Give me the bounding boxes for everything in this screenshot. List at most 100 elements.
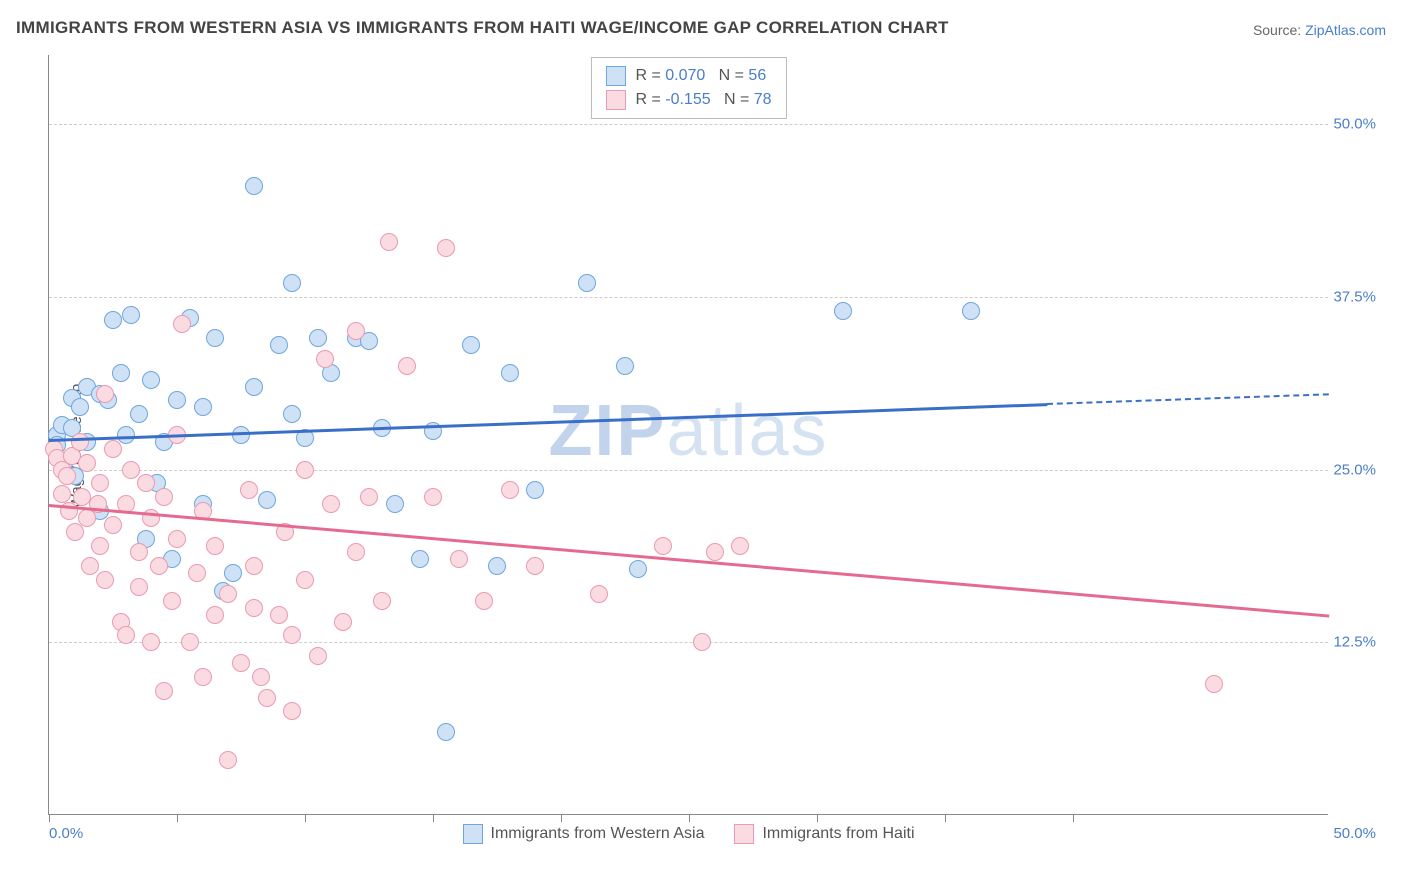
data-point — [96, 385, 114, 403]
data-point — [283, 702, 301, 720]
data-point — [194, 668, 212, 686]
legend-item: Immigrants from Haiti — [734, 824, 914, 844]
plot-area: ZIPatlas 12.5%25.0%37.5%50.0%0.0%50.0%R … — [48, 55, 1328, 815]
y-tick-label: 25.0% — [1333, 461, 1376, 478]
data-point — [731, 537, 749, 555]
legend-label: Immigrants from Haiti — [762, 825, 914, 843]
data-point — [150, 557, 168, 575]
data-point — [411, 550, 429, 568]
legend-swatch — [462, 824, 482, 844]
data-point — [475, 592, 493, 610]
gridline — [49, 470, 1328, 471]
data-point — [654, 537, 672, 555]
x-tick — [305, 814, 306, 822]
gridline — [49, 642, 1328, 643]
data-point — [224, 564, 242, 582]
data-point — [322, 495, 340, 513]
data-point — [142, 371, 160, 389]
data-point — [232, 654, 250, 672]
data-point — [245, 378, 263, 396]
data-point — [130, 405, 148, 423]
data-point — [283, 274, 301, 292]
watermark: ZIPatlas — [548, 389, 828, 471]
x-tick — [177, 814, 178, 822]
data-point — [163, 592, 181, 610]
gridline — [49, 124, 1328, 125]
chart-container: ZIPatlas 12.5%25.0%37.5%50.0%0.0%50.0%R … — [48, 55, 1378, 845]
data-point — [219, 751, 237, 769]
stats-row: R = -0.155 N = 78 — [605, 88, 771, 112]
data-point — [206, 329, 224, 347]
data-point — [380, 233, 398, 251]
data-point — [309, 647, 327, 665]
bottom-legend: Immigrants from Western AsiaImmigrants f… — [462, 824, 914, 844]
watermark-rest: atlas — [666, 390, 828, 470]
data-point — [168, 391, 186, 409]
data-point — [137, 474, 155, 492]
x-tick — [817, 814, 818, 822]
data-point — [1205, 675, 1223, 693]
source-label: Source: ZipAtlas.com — [1253, 22, 1386, 38]
data-point — [270, 336, 288, 354]
data-point — [360, 488, 378, 506]
data-point — [334, 613, 352, 631]
data-point — [91, 537, 109, 555]
data-point — [252, 668, 270, 686]
data-point — [590, 585, 608, 603]
data-point — [122, 306, 140, 324]
data-point — [245, 177, 263, 195]
data-point — [258, 689, 276, 707]
data-point — [245, 599, 263, 617]
data-point — [834, 302, 852, 320]
stats-legend: R = 0.070 N = 56 R = -0.155 N = 78 — [590, 57, 786, 119]
data-point — [488, 557, 506, 575]
source-prefix: Source: — [1253, 22, 1305, 38]
data-point — [245, 557, 263, 575]
source-value: ZipAtlas.com — [1305, 22, 1386, 38]
data-point — [296, 571, 314, 589]
data-point — [629, 560, 647, 578]
data-point — [130, 543, 148, 561]
x-end-label: 50.0% — [1333, 825, 1376, 842]
data-point — [112, 364, 130, 382]
data-point — [296, 461, 314, 479]
data-point — [258, 491, 276, 509]
stats-text: R = -0.155 N = 78 — [635, 91, 771, 109]
data-point — [437, 723, 455, 741]
data-point — [501, 481, 519, 499]
x-start-label: 0.0% — [49, 825, 83, 842]
data-point — [173, 315, 191, 333]
data-point — [962, 302, 980, 320]
data-point — [78, 454, 96, 472]
data-point — [501, 364, 519, 382]
chart-title: IMMIGRANTS FROM WESTERN ASIA VS IMMIGRAN… — [16, 18, 949, 38]
data-point — [142, 633, 160, 651]
data-point — [206, 537, 224, 555]
data-point — [578, 274, 596, 292]
data-point — [104, 311, 122, 329]
legend-swatch — [605, 66, 625, 86]
data-point — [81, 557, 99, 575]
data-point — [117, 626, 135, 644]
data-point — [706, 543, 724, 561]
data-point — [462, 336, 480, 354]
data-point — [347, 543, 365, 561]
data-point — [309, 329, 327, 347]
stats-row: R = 0.070 N = 56 — [605, 64, 771, 88]
data-point — [450, 550, 468, 568]
data-point — [398, 357, 416, 375]
data-point — [96, 571, 114, 589]
data-point — [373, 592, 391, 610]
data-point — [206, 606, 224, 624]
watermark-bold: ZIP — [548, 390, 666, 470]
data-point — [188, 564, 206, 582]
legend-swatch — [734, 824, 754, 844]
data-point — [616, 357, 634, 375]
data-point — [316, 350, 334, 368]
x-tick — [945, 814, 946, 822]
data-point — [91, 474, 109, 492]
data-point — [71, 398, 89, 416]
data-point — [104, 440, 122, 458]
data-point — [283, 626, 301, 644]
data-point — [232, 426, 250, 444]
